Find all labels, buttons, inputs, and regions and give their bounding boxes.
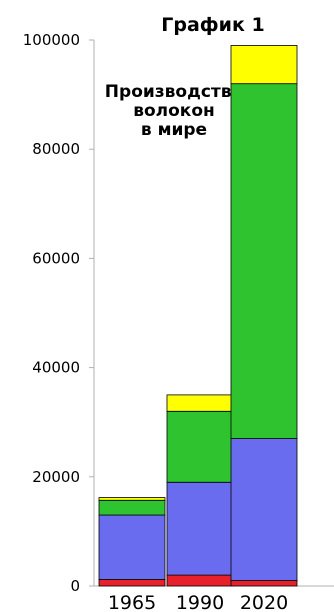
y-tick-label: 20000 [32, 468, 80, 486]
y-ticks-group: 0 20000 40000 60000 80000 100000 [23, 31, 94, 595]
y-tick-label: 100000 [23, 31, 80, 49]
bar-1990-segment-1 [166, 574, 234, 587]
y-tick-label: 0 [70, 577, 80, 595]
bar-1965-segment-3 [98, 499, 166, 516]
bar-1990-segment-3 [166, 410, 234, 483]
y-tick-label: 60000 [32, 249, 80, 267]
x-tick-label: 1990 [176, 592, 224, 612]
chart-title: График 1 [161, 14, 264, 36]
x-ticks-group: 1965 1990 2020 [108, 592, 288, 612]
bars-group [98, 45, 298, 587]
y-tick-label: 40000 [32, 359, 80, 377]
chart-annotation-line-2: волокон [133, 101, 215, 121]
bar-1965-segment-1 [98, 579, 166, 587]
bar-1990-segment-2 [166, 481, 234, 576]
chart-annotation-line-3: в мире [141, 120, 207, 140]
bar-2020-segment-1 [230, 580, 298, 587]
chart-annotation-line-1: Производство [105, 82, 243, 102]
x-tick-label: 2020 [240, 592, 288, 612]
bar-2020-segment-3 [230, 83, 298, 439]
bar-1965-segment-2 [98, 514, 166, 580]
bar-1990-segment-4 [166, 394, 234, 412]
x-tick-label: 1965 [108, 592, 156, 612]
bar-2020-segment-2 [230, 438, 298, 581]
bar-2020-segment-4 [230, 45, 298, 85]
y-tick-label: 80000 [32, 140, 80, 158]
bar-1965-segment-4 [98, 497, 166, 501]
